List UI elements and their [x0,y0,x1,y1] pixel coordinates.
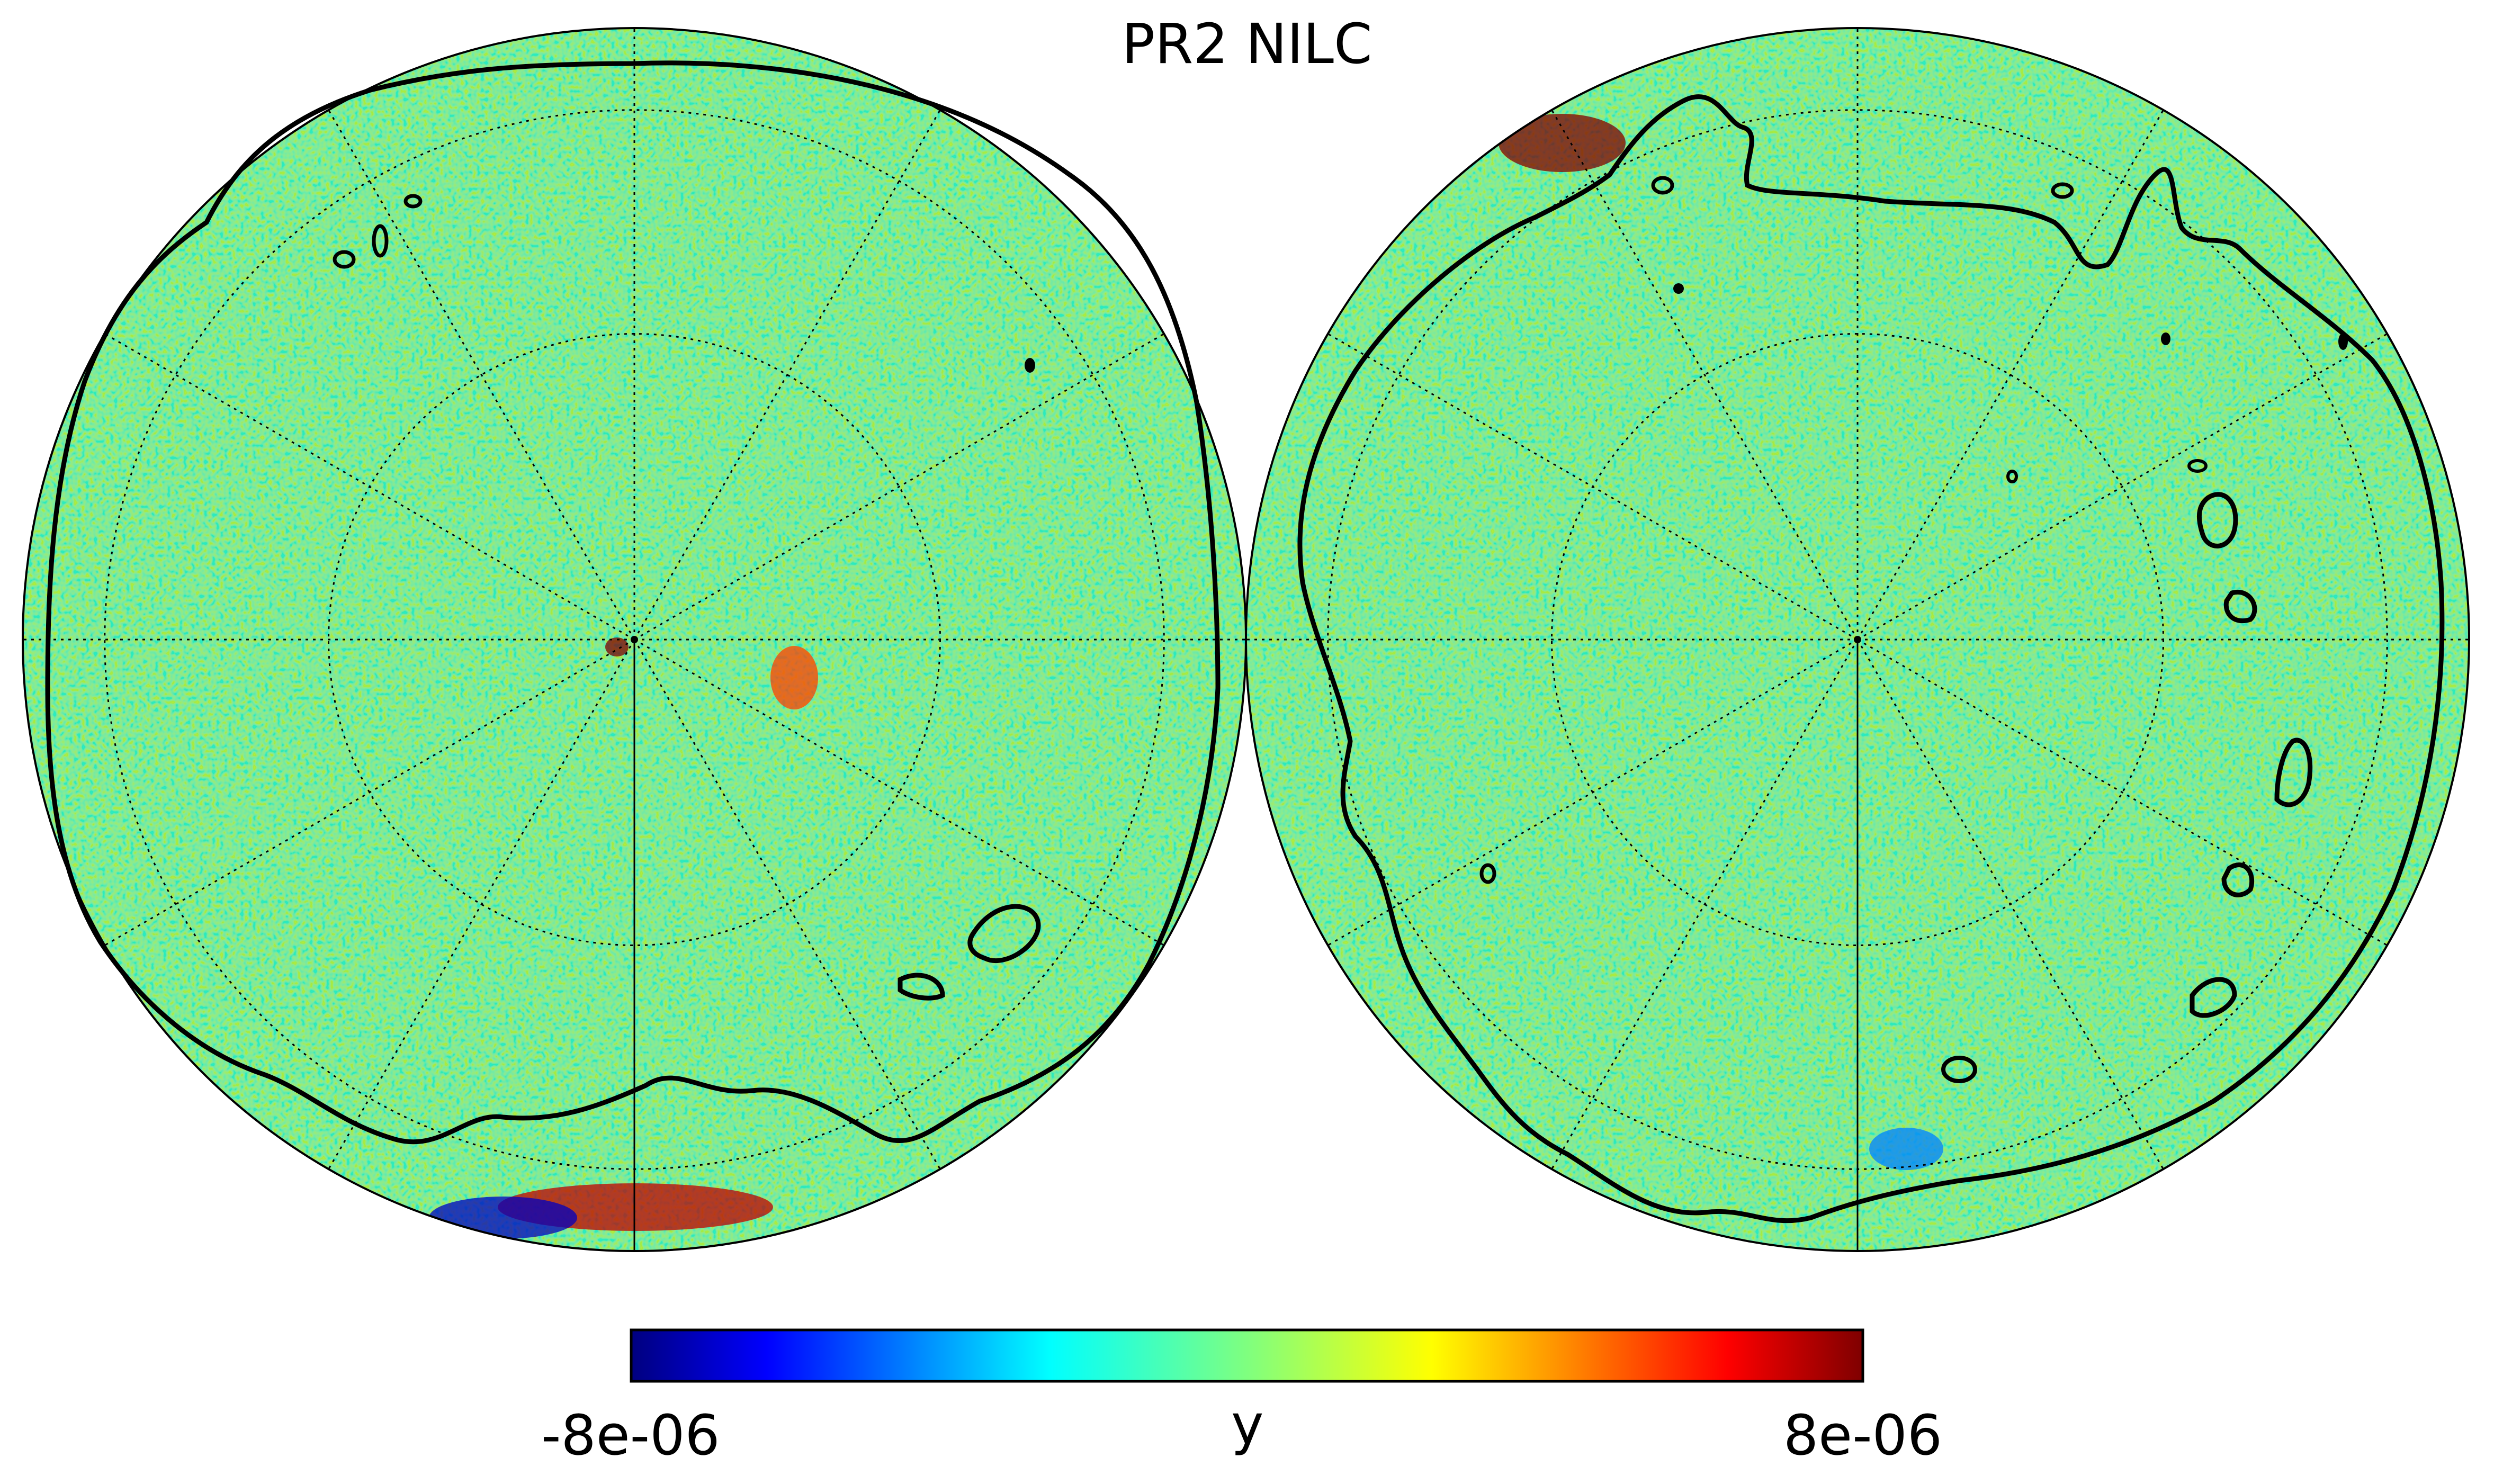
right-mask-island [2187,459,2208,473]
right-meridian-120 [1551,109,1859,640]
left-meridian-120 [328,109,635,640]
chart-title: PR2 NILC [1122,12,1372,76]
left-mask-island [1025,358,1035,373]
left-mask-island [333,250,356,269]
left-meridian-30 [634,333,1165,641]
left-meridian-210 [104,638,635,946]
right-mask-island [2274,737,2313,807]
right-mask-island [2190,977,2237,1018]
left-mask-island [372,224,389,258]
right-disc-outline [1245,27,2470,1252]
right-mask-island [1673,283,1684,294]
right-mask-island [2223,589,2257,624]
left-meridian-240 [328,639,635,1170]
left-emission-feature [770,646,818,709]
right-mask-island [2051,182,2074,199]
colorbar-gradient [630,1328,1864,1383]
right-mask-island [1651,176,1674,195]
right-meridian-330 [1857,638,2388,946]
right-mask-island [2161,332,2170,345]
right-meridian-60 [1856,109,2164,640]
right-meridian-30 [1857,333,2388,641]
left-pole-marker [631,636,638,643]
left-parallel-30 [104,109,1165,1170]
colorbar-axis-label: y [1231,1392,1264,1457]
right-mask-island [1941,1056,1977,1083]
right-hemisphere [1245,27,2470,1252]
right-pole-marker [1854,636,1861,643]
left-emission-feature [605,637,629,656]
right-parallel-60 [1551,333,2164,946]
left-graticule [23,28,1246,1251]
colorbar [630,1328,1864,1383]
right-emission-feature [1869,1128,1943,1170]
left-mask-island [403,194,423,209]
left-emission-feature [429,1197,577,1239]
left-mask-island [898,973,945,1001]
left-features [429,637,818,1239]
left-meridian-60 [633,109,941,640]
right-mask-contour [1297,94,2445,1224]
right-mask-island [1479,863,1496,884]
colorbar-max-label: 8e-06 [1783,1403,1943,1468]
right-parallel-30 [1327,109,2388,1170]
left-parallel-60 [328,333,941,946]
right-mask-island [2006,470,2018,483]
right-mask-island [2221,862,2255,897]
colorbar-min-label: -8e-06 [541,1403,720,1468]
right-mask-island [2196,492,2238,548]
right-meridian-240 [1551,639,1859,1170]
left-mask-island [967,904,1041,964]
left-hemisphere [22,27,1247,1252]
right-features [1499,114,1943,1170]
left-meridian-330 [634,638,1165,946]
right-emission-feature [1499,114,1626,172]
right-meridian-210 [1327,638,1858,946]
right-graticule [1246,28,2469,1251]
right-mask-island [2338,333,2348,350]
